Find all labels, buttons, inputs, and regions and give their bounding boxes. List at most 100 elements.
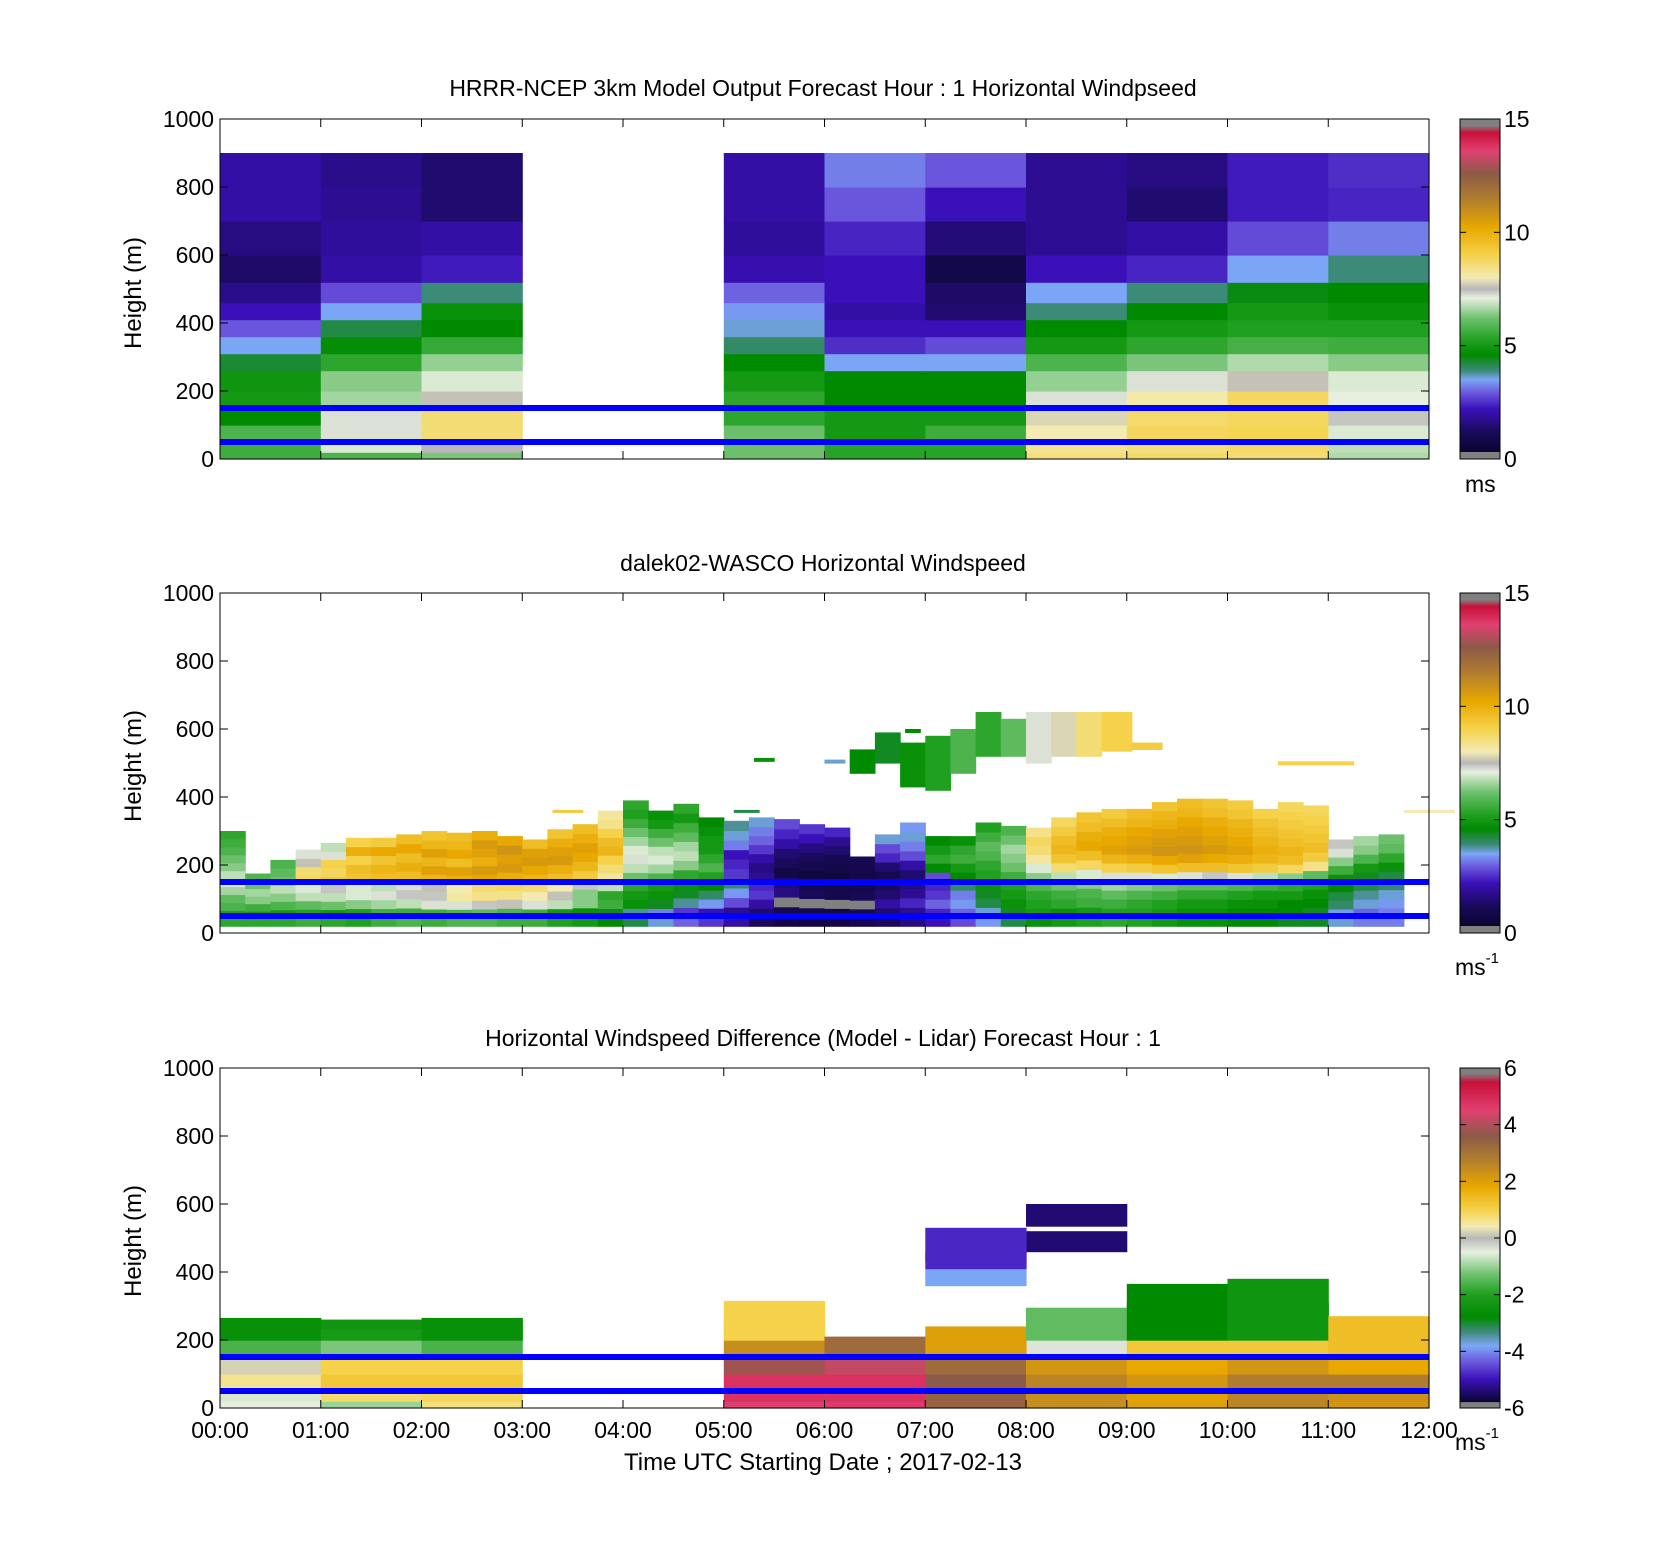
- x-tick-label: 07:00: [896, 1417, 954, 1443]
- heatmap-cell: [1126, 425, 1229, 443]
- profile-cell: [950, 872, 977, 882]
- heatmap-cell: [1026, 1231, 1128, 1253]
- heatmap-cell: [1126, 1401, 1229, 1409]
- heatmap-cell: [421, 452, 523, 460]
- profile-cell: [748, 917, 775, 927]
- colorbar-tick-label: -2: [1504, 1282, 1524, 1308]
- heatmap-cell: [723, 336, 826, 355]
- heatmap-cell: [723, 1340, 826, 1358]
- heatmap-cell: [925, 1227, 1027, 1263]
- profile-cell: [1051, 889, 1077, 900]
- profile-cell: [774, 887, 800, 898]
- profile-cell: [572, 861, 599, 872]
- heatmap-cell: [824, 408, 926, 426]
- heatmap-cell: [1026, 1307, 1128, 1341]
- profile-cell: [1252, 817, 1279, 828]
- heatmap-cell: [824, 370, 926, 392]
- profile-cell: [572, 852, 599, 862]
- reference-lines: [220, 879, 1429, 919]
- profile-cell: [471, 848, 498, 858]
- profile-cell: [774, 916, 800, 927]
- profile-cell: [1151, 917, 1178, 927]
- profile-cell: [723, 820, 750, 831]
- profile-cell: [1252, 881, 1279, 891]
- profile-cell: [1151, 873, 1178, 883]
- profile-cell: [900, 897, 926, 908]
- profile-cell: [1076, 850, 1103, 861]
- profile-cell: [295, 917, 322, 927]
- profile-cell: [774, 867, 800, 879]
- profile-cell: [1353, 845, 1380, 855]
- profile-cell: [597, 846, 624, 856]
- colorbar-unit: ms: [1465, 471, 1496, 497]
- heatmap-cell: [320, 1374, 423, 1392]
- profile-cell: [320, 859, 347, 869]
- heatmap-cell: [220, 425, 322, 443]
- profile-cell: [1378, 852, 1405, 863]
- profile-cell: [748, 889, 775, 900]
- heatmap-cell: [723, 1391, 826, 1402]
- heatmap-cell: [1026, 452, 1128, 460]
- x-tick-label: 02:00: [393, 1417, 451, 1443]
- profile-cell: [1177, 889, 1203, 900]
- heatmap-cell: [320, 408, 423, 426]
- heatmap-cell: [1328, 1401, 1430, 1409]
- profile-cell: [597, 890, 624, 901]
- profile-cell: [1227, 809, 1254, 819]
- profile-cell: [1353, 854, 1380, 864]
- profile-cell: [1177, 807, 1203, 818]
- heatmap-cell: [1227, 1357, 1329, 1375]
- heatmap-cell: [1126, 1357, 1229, 1375]
- profile-cell: [648, 846, 674, 856]
- profile-cell: [799, 842, 826, 853]
- profile-cell: [1126, 881, 1153, 891]
- heatmap-cell: [824, 255, 926, 283]
- profile-cell: [673, 898, 700, 908]
- colorbar-unit: ms-1: [1455, 950, 1499, 980]
- heatmap-cell: [421, 1340, 523, 1358]
- profile-cell: [1353, 890, 1380, 900]
- profile-cell: [1303, 814, 1329, 825]
- patch-cell: [1076, 712, 1103, 757]
- x-tick-label: 06:00: [796, 1417, 854, 1443]
- profile-cell: [295, 866, 322, 876]
- x-tick-label: 04:00: [594, 1417, 652, 1443]
- profile-cell: [623, 845, 649, 855]
- profile-cell: [900, 860, 926, 871]
- profile-cell: [270, 893, 297, 902]
- difference-panel: Horizontal Windspeed Difference (Model -…: [120, 1025, 1525, 1455]
- profile-cell: [1227, 800, 1254, 810]
- heatmap-cell: [1026, 1374, 1128, 1392]
- profile-cell: [774, 848, 800, 859]
- profile-cell: [446, 849, 473, 859]
- profile-cell: [471, 865, 498, 875]
- profile-cell: [220, 902, 246, 911]
- heatmap-cell: [723, 255, 826, 283]
- profile-cell: [950, 899, 977, 909]
- heatmap-cell: [925, 255, 1027, 283]
- heatmap-cell: [925, 282, 1027, 304]
- heatmap-cell: [1126, 1283, 1229, 1341]
- profile-cell: [1051, 917, 1077, 927]
- profile-cell: [1227, 827, 1254, 837]
- profile-cell: [597, 828, 624, 838]
- profile-cell: [774, 838, 800, 849]
- profile-cell: [295, 883, 322, 893]
- profile-cell: [824, 836, 851, 847]
- profile-cell: [396, 880, 423, 891]
- profile-cell: [1202, 826, 1229, 836]
- profile-cell: [497, 863, 523, 873]
- profile-cell: [1051, 853, 1077, 864]
- profile-cell: [1353, 899, 1380, 909]
- profile-cell: [900, 841, 926, 852]
- heatmap-cell: [925, 1326, 1027, 1358]
- profile-cell: [421, 917, 448, 927]
- y-tick-label: 400: [176, 310, 214, 336]
- profile-cell: [1051, 862, 1077, 873]
- profile-cell: [1101, 881, 1128, 891]
- profile-cell: [345, 837, 372, 848]
- profile-cell: [748, 899, 775, 909]
- profile-cell: [421, 839, 448, 849]
- heatmap-cell: [1227, 1391, 1329, 1402]
- heatmap-cell: [1126, 1391, 1229, 1402]
